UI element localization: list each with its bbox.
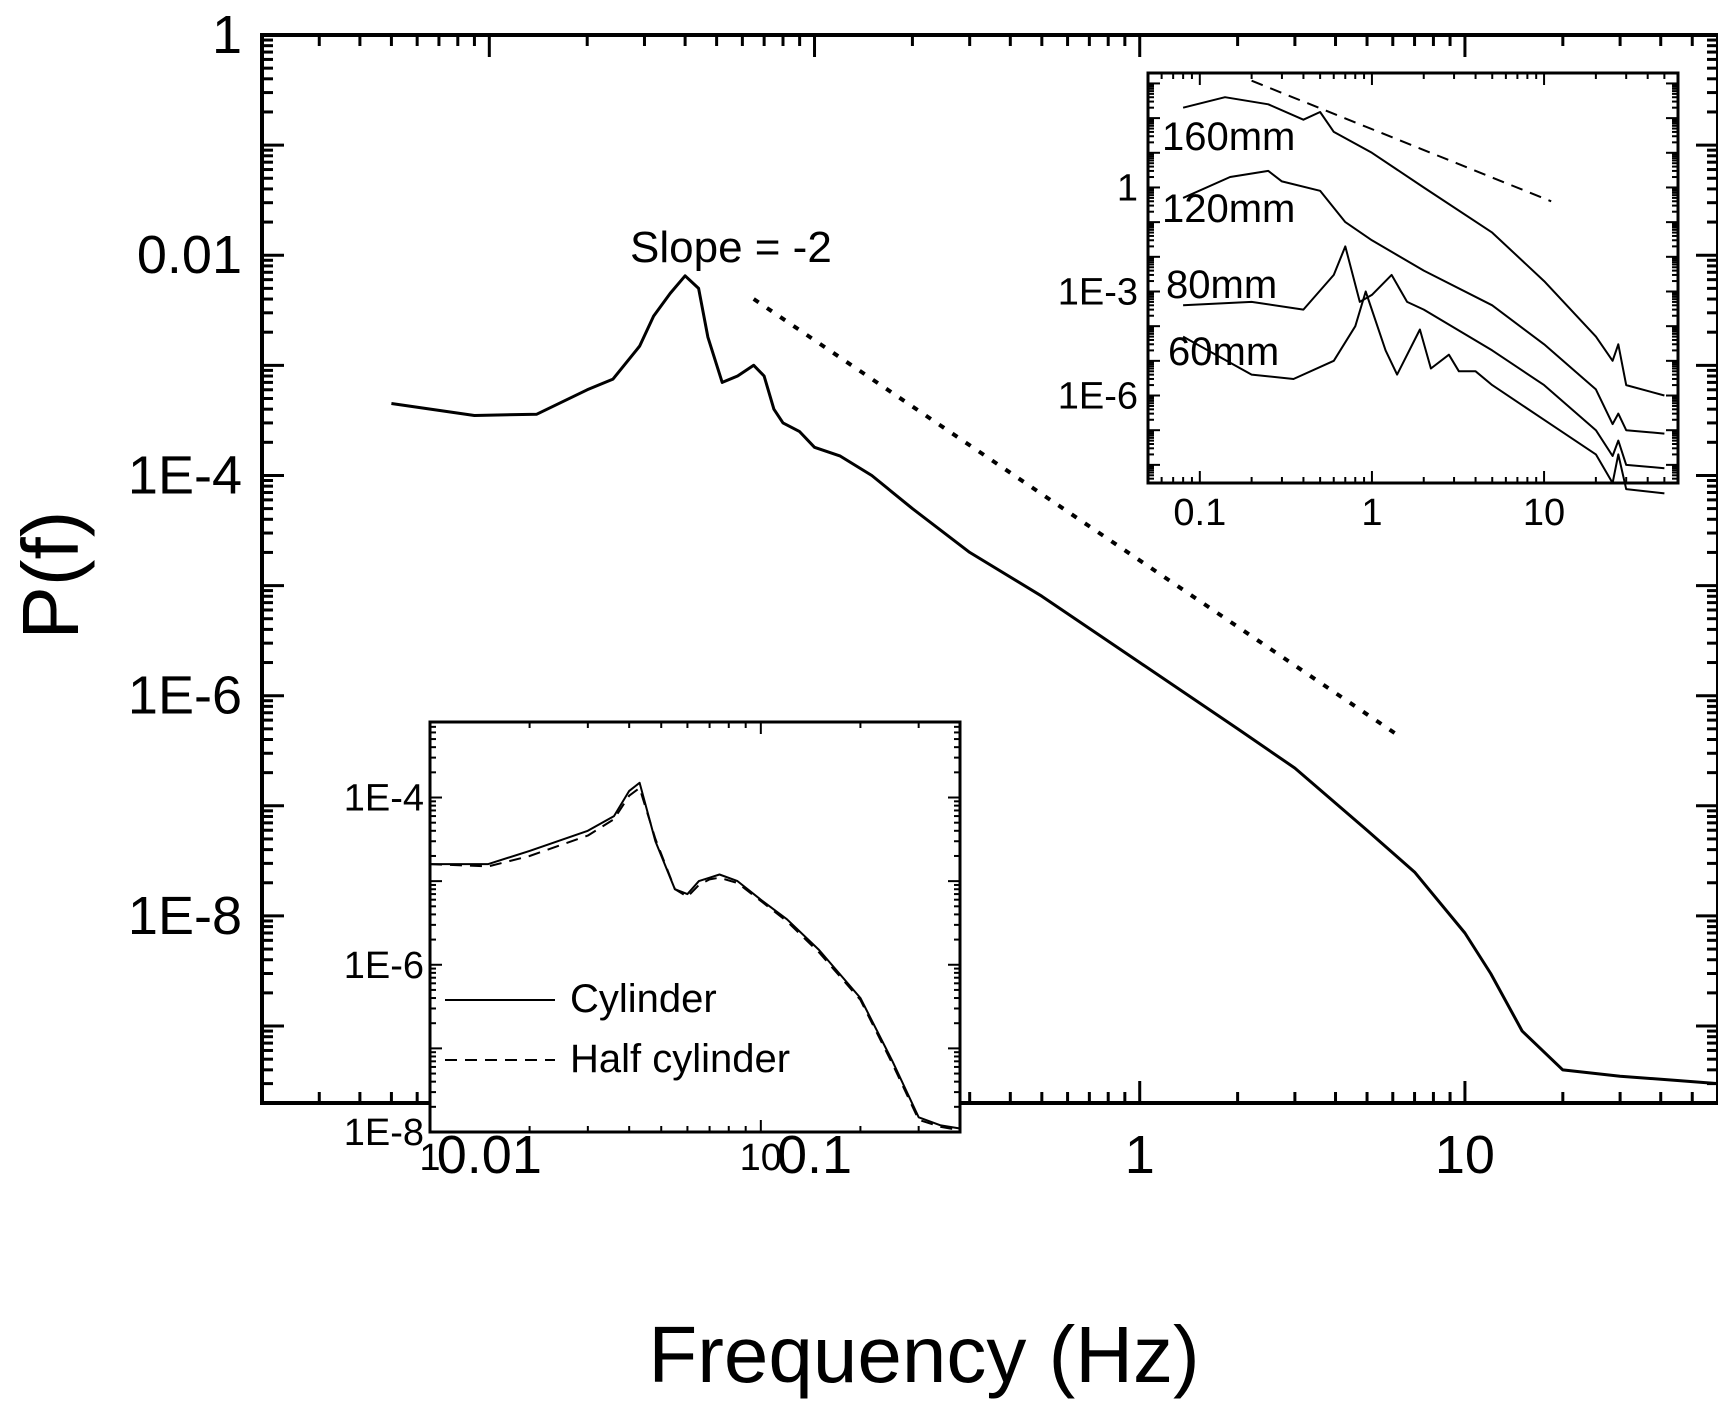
slope-annotation: Slope = -2: [630, 223, 832, 272]
inset-top-y-tick-label: 1E-6: [1058, 376, 1138, 418]
inset-top-series-80mm: [1183, 245, 1665, 470]
main-series-line-0: [391, 274, 1718, 1086]
main-series-line-1: [752, 297, 1399, 737]
x-axis-label: Frequency (Hz): [648, 1310, 1199, 1399]
inset-top-series-label: 160mm: [1162, 115, 1295, 159]
inset-bottom-series-cylinder: [430, 781, 961, 1130]
inset-top-y-tick-label: 1E-3: [1058, 271, 1138, 313]
inset-bottom-y-tick-label: 1E-8: [344, 1112, 424, 1154]
inset-bottom-x-tick-label: 10: [740, 1137, 782, 1179]
main-y-tick-label: 1E-4: [128, 445, 242, 505]
inset-top-series-60mm: [1182, 290, 1665, 495]
main-x-tick-label: 0.1: [777, 1125, 852, 1185]
inset-top-x-tick-label: 10: [1523, 492, 1565, 534]
main-y-tick-label: 1E-6: [128, 666, 242, 726]
legend-label-cylinder: Cylinder: [570, 977, 717, 1021]
inset-top-frame: [1146, 71, 1680, 485]
main-x-tick-label: 1: [1125, 1125, 1155, 1185]
main-x-tick-label: 0.01: [437, 1125, 542, 1185]
main-y-tick-label: 1: [212, 5, 242, 65]
inset-top-background: [1148, 73, 1678, 483]
inset-bottom-left: 1 10 1E-4 1E-6 1E-8 Cylinder Half cylinder: [344, 720, 962, 1179]
inset-top-x-tick-label: 1: [1361, 492, 1382, 534]
inset-top-series-label: 120mm: [1162, 187, 1295, 231]
inset-top-series-160mm: [1182, 96, 1665, 397]
main-frame: [260, 33, 1718, 1105]
main-x-tick-label: 10: [1435, 1125, 1495, 1185]
legend-label-half-cylinder: Half cylinder: [570, 1037, 790, 1081]
inset-bottom-x-tick-label: 1: [419, 1137, 440, 1179]
inset-bottom-y-tick-label: 1E-6: [344, 945, 424, 987]
inset-top-series-120mm: [1182, 169, 1665, 435]
inset-bottom-y-tick-label: 1E-4: [344, 778, 424, 820]
inset-top-series-line-4: [1251, 79, 1552, 203]
inset-top-series-label: 60mm: [1168, 330, 1279, 374]
main-y-tick-label: 1E-8: [128, 886, 242, 946]
inset-top-y-tick-label: 1: [1117, 167, 1138, 209]
inset-top-right: 0.1 1 10 1 1E-3 1E-6 160mm 120mm 80mm 60mm: [1058, 71, 1680, 534]
inset-bottom-frame: [428, 720, 962, 1134]
inset-top-x-tick-label: 0.1: [1173, 492, 1226, 534]
y-axis-label: P(f): [6, 511, 95, 640]
main-y-tick-label: 0.01: [137, 225, 242, 285]
inset-bottom-legend: Cylinder Half cylinder: [445, 977, 790, 1081]
inset-bottom-background: [430, 722, 960, 1132]
inset-top-series-label: 80mm: [1166, 263, 1277, 307]
